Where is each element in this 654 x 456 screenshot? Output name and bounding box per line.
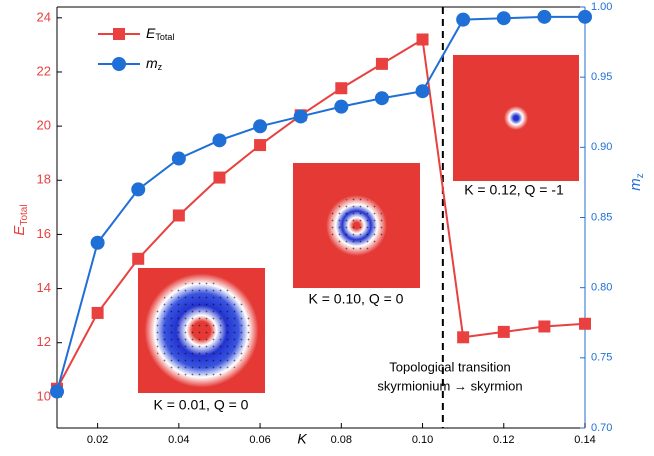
- x-tick-label: 0.10: [412, 434, 433, 446]
- y-tick-label: 12: [37, 334, 51, 349]
- inset-label: K = 0.10, Q = 0: [309, 291, 404, 307]
- marker: [497, 11, 511, 25]
- y2-tick-label: 0.90: [591, 141, 612, 153]
- marker: [172, 152, 186, 166]
- marker: [254, 139, 266, 151]
- marker: [92, 307, 104, 319]
- inset-2: [293, 163, 420, 288]
- legend-label: mz: [146, 55, 163, 73]
- marker: [173, 209, 185, 221]
- axis-label: ETotal: [11, 204, 30, 235]
- marker: [132, 253, 144, 265]
- y2-tick-label: 0.70: [591, 422, 612, 434]
- marker: [376, 58, 388, 70]
- marker: [537, 10, 551, 24]
- legend-label: ETotal: [146, 25, 174, 43]
- marker: [50, 385, 64, 399]
- marker: [253, 119, 267, 133]
- marker: [131, 182, 145, 196]
- x-tick-label: 0.14: [574, 434, 595, 446]
- marker: [416, 84, 430, 98]
- marker: [538, 320, 550, 332]
- x-tick-label: 0.06: [249, 434, 270, 446]
- inset-label: K = 0.01, Q = 0: [154, 397, 249, 413]
- y2-tick-label: 1.00: [591, 1, 612, 13]
- inset-3: [453, 55, 579, 181]
- y-tick-label: 18: [37, 172, 51, 187]
- marker: [417, 33, 429, 45]
- y-tick-label: 16: [37, 226, 51, 241]
- y2-tick-label: 0.95: [591, 71, 612, 83]
- marker: [294, 109, 308, 123]
- y-tick-label: 20: [37, 118, 51, 133]
- y-tick-label: 14: [37, 280, 51, 295]
- label-main: m: [627, 178, 644, 191]
- legend-sub: Total: [155, 32, 174, 42]
- marker: [334, 100, 348, 114]
- marker: [335, 82, 347, 94]
- x-tick-label: 0.02: [87, 434, 108, 446]
- legend-sub: z: [158, 62, 163, 72]
- marker: [456, 13, 470, 27]
- annotation: Topological transition: [389, 359, 510, 374]
- y-tick-label: 22: [37, 63, 51, 78]
- y2-tick-label: 0.75: [591, 352, 612, 364]
- x-tick-label: 0.12: [493, 434, 514, 446]
- x-axis-label: K: [297, 431, 307, 447]
- marker: [213, 172, 225, 184]
- marker: [579, 318, 591, 330]
- y-tick-label: 10: [37, 388, 51, 403]
- inset-1: [138, 268, 265, 393]
- y-tick-label: 24: [37, 9, 51, 24]
- marker: [578, 10, 592, 24]
- marker: [498, 326, 510, 338]
- axis-label: mz: [627, 173, 646, 191]
- legend-main: m: [146, 55, 158, 71]
- marker: [375, 91, 389, 105]
- marker: [212, 133, 226, 147]
- x-tick-label: 0.08: [331, 434, 352, 446]
- chart: K = 0.01, Q = 0 K = 0.10, Q = 0 K = 0.12…: [0, 0, 654, 456]
- annotation: skyrmionium → skyrmion: [377, 378, 522, 393]
- legend-marker: [113, 28, 125, 40]
- label-sub: Total: [19, 204, 30, 225]
- y2-tick-label: 0.80: [591, 282, 612, 294]
- marker: [91, 236, 105, 250]
- label-sub: z: [635, 173, 646, 178]
- inset-label: K = 0.12, Q = -1: [464, 182, 564, 198]
- y2-tick-label: 0.85: [591, 211, 612, 223]
- x-tick-label: 0.04: [168, 434, 189, 446]
- marker: [457, 331, 469, 343]
- legend-marker: [112, 57, 126, 71]
